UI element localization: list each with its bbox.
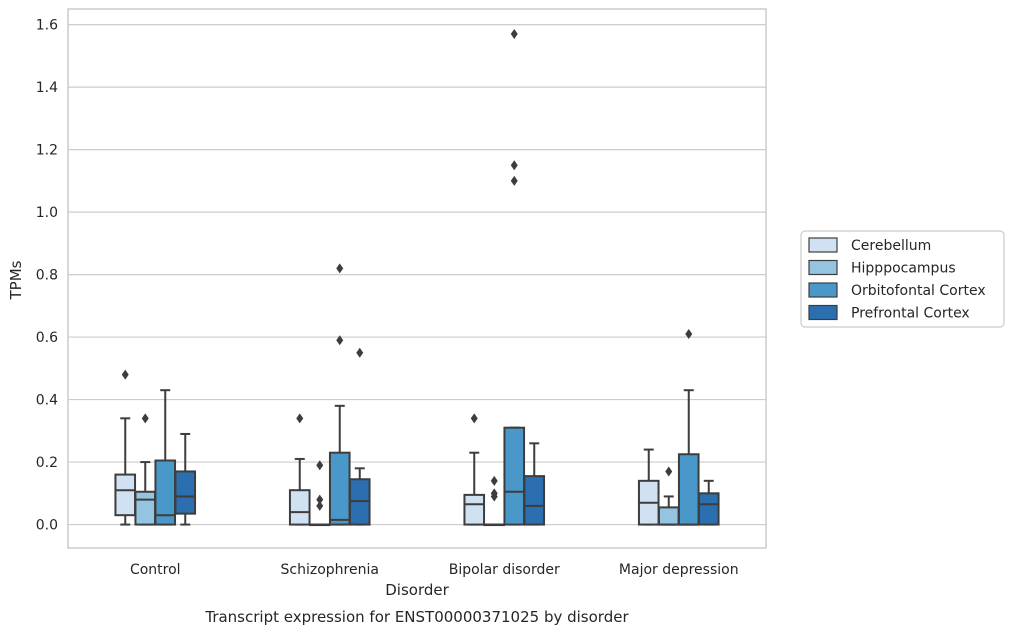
box-body — [523, 475, 546, 526]
outlier-point — [510, 160, 518, 171]
y-tick-label: 0.8 — [36, 268, 58, 284]
outlier-point — [336, 263, 344, 274]
legend-entry: Hipppocampus — [851, 261, 956, 277]
plot-frame — [67, 8, 767, 549]
outlier-point — [510, 28, 518, 39]
x-tick-label: Schizophrenia — [281, 562, 379, 578]
box-body — [134, 490, 157, 526]
box-cerebellum-3 — [637, 448, 660, 526]
box-body — [463, 493, 486, 526]
outlier-point — [356, 347, 364, 358]
outlier-point — [336, 335, 344, 346]
box-cerebellum-2 — [463, 413, 486, 526]
outlier-point — [121, 369, 129, 380]
box-body — [677, 453, 700, 526]
outlier-point — [316, 494, 324, 505]
box-prefrontal-cortex-3 — [697, 479, 720, 526]
legend-swatch — [808, 282, 838, 298]
box-orbitofontal-cortex-3 — [677, 328, 700, 526]
y-tick-label: 0.2 — [36, 455, 58, 471]
outlier-point — [510, 175, 518, 186]
box-body — [174, 470, 197, 515]
box-hipppocampus-3 — [657, 466, 680, 526]
x-tick-label: Bipolar disorder — [449, 562, 560, 578]
outlier-point — [470, 413, 478, 424]
outlier-point — [141, 413, 149, 424]
y-tick-label: 1.2 — [36, 143, 58, 159]
outlier-point — [296, 413, 304, 424]
legend-entry: Prefrontal Cortex — [851, 306, 970, 322]
box-body — [114, 473, 137, 517]
x-tick-label: Control — [130, 562, 181, 578]
box-prefrontal-cortex-0 — [174, 432, 197, 526]
box-body — [503, 426, 526, 526]
legend-swatch — [808, 259, 838, 276]
y-axis-label: TPMs — [7, 260, 25, 300]
box-prefrontal-cortex-2 — [523, 442, 546, 526]
outlier-point — [685, 328, 693, 339]
y-tick-label: 1.6 — [36, 18, 58, 34]
chart-title: Transcript expression for ENST0000037102… — [204, 608, 629, 626]
outlier-point — [490, 488, 498, 499]
box-cerebellum-1 — [288, 413, 311, 526]
box-plots — [114, 28, 720, 527]
legend-entry: Cerebellum — [851, 238, 931, 254]
outlier-point — [665, 466, 673, 477]
box-prefrontal-cortex-1 — [348, 347, 371, 526]
box-body — [657, 506, 680, 526]
y-tick-label: 1.0 — [36, 205, 58, 221]
outlier-point — [316, 460, 324, 471]
y-tick-label: 0.0 — [36, 518, 58, 534]
box-body — [288, 489, 311, 526]
y-tick-label: 0.4 — [36, 393, 58, 409]
x-axis-label: Disorder — [385, 581, 449, 599]
outlier-point — [490, 475, 498, 486]
legend-frame — [800, 230, 1005, 328]
legend: Cerebellum Hipppocampus Orbitofontal Corte… — [800, 230, 1005, 328]
legend-swatch — [808, 237, 838, 253]
y-tick-labels: 0.0 0.2 0.4 0.6 0.8 1.0 1.2 1.4 1.6 — [36, 18, 58, 534]
y-tick-label: 0.6 — [36, 330, 58, 346]
x-tick-label: Major depression — [619, 562, 739, 578]
y-tick-label: 1.4 — [36, 80, 58, 96]
legend-swatch — [808, 304, 838, 321]
box-body — [328, 451, 351, 526]
x-tick-labels: Control Schizophrenia Bipolar disorder Majo… — [130, 562, 739, 578]
outlier-point — [316, 500, 324, 511]
box-body — [697, 492, 720, 526]
box-orbitofontal-cortex-1 — [328, 263, 351, 526]
box-hipppocampus-0 — [134, 413, 157, 526]
legend-entry: Orbitofontal Cortex — [851, 283, 986, 299]
